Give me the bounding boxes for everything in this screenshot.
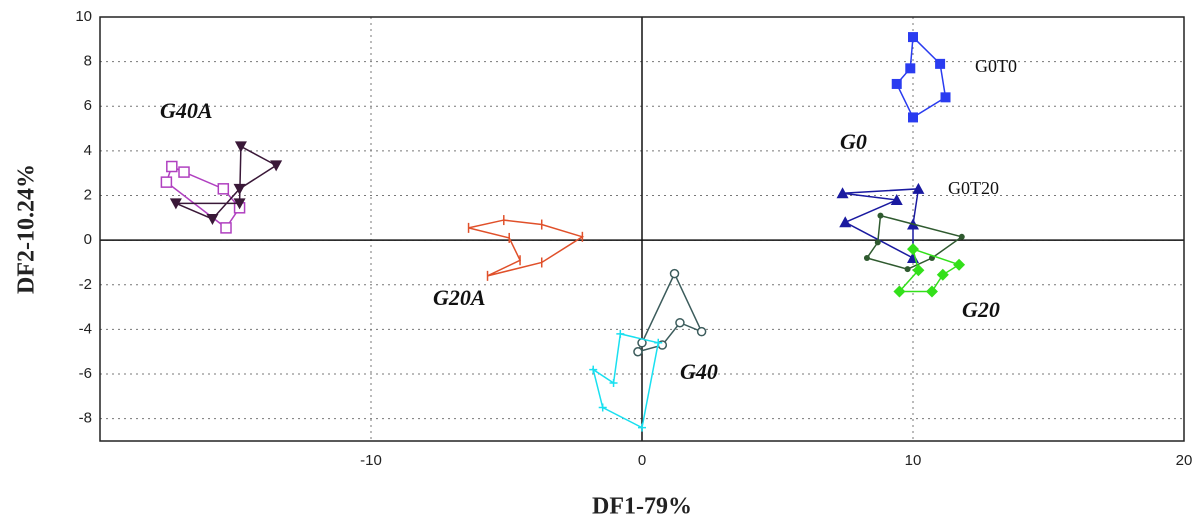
series-group [467, 215, 585, 281]
y-tick-label: -6 [79, 365, 92, 382]
x-tick-label: -10 [360, 452, 382, 469]
marker [904, 266, 911, 273]
y-tick-label: 8 [84, 53, 92, 70]
annotation: G20 [962, 297, 1000, 322]
y-tick-label: 6 [84, 97, 92, 114]
marker [940, 92, 951, 103]
marker [836, 187, 849, 199]
marker [907, 243, 919, 256]
annotation: G40 [680, 359, 718, 384]
series-outline [165, 165, 241, 229]
series-outline [468, 219, 585, 277]
y-tick-label: -8 [79, 410, 92, 427]
marker [890, 193, 903, 205]
marker [217, 183, 230, 195]
series-group [891, 32, 951, 123]
marker [936, 268, 949, 281]
marker [633, 346, 643, 357]
marker [169, 198, 182, 210]
marker [669, 268, 680, 279]
marker [908, 32, 918, 43]
marker [616, 329, 625, 338]
marker [877, 212, 884, 219]
marker [839, 216, 852, 228]
marker [234, 141, 247, 153]
marker [598, 403, 607, 412]
marker [958, 233, 965, 240]
marker [638, 423, 646, 432]
marker [589, 365, 598, 374]
x-tick-label: 10 [905, 452, 922, 469]
marker [609, 378, 618, 387]
x-tick-label: 0 [638, 452, 646, 469]
y-tick-label: 4 [84, 142, 92, 159]
annotation: G0T0 [975, 56, 1017, 76]
marker [654, 338, 663, 347]
series-group [589, 329, 663, 432]
annotation: G40A [160, 98, 213, 123]
series-group [169, 141, 283, 225]
marker [233, 183, 246, 195]
marker [270, 160, 283, 172]
y-tick-label: -4 [79, 320, 92, 337]
marker [891, 78, 902, 89]
series-outline [842, 188, 920, 260]
marker [675, 317, 685, 328]
marker [160, 176, 173, 188]
marker [912, 264, 925, 277]
marker [908, 112, 918, 123]
y-axis-title: DF2-10.24% [14, 164, 40, 294]
series-group [863, 212, 965, 273]
annotation: G0T20 [948, 178, 999, 198]
x-tick-label: 20 [1176, 452, 1193, 469]
annotation: G20A [433, 285, 486, 310]
y-tick-label: 10 [75, 8, 92, 25]
series-outline [592, 332, 660, 429]
plot-frame [99, 16, 1185, 442]
marker [166, 160, 178, 173]
marker [935, 58, 946, 69]
marker [893, 285, 906, 298]
y-tick-label: 0 [84, 231, 92, 248]
marker [905, 63, 916, 74]
series-group [893, 243, 966, 298]
marker [206, 213, 219, 225]
marker [874, 239, 881, 246]
series-outline [175, 145, 278, 220]
series-group [633, 268, 707, 357]
marker [233, 198, 246, 210]
marker [696, 326, 707, 337]
marker [953, 258, 966, 271]
marker [912, 182, 925, 194]
series-group [836, 182, 925, 264]
y-tick-label: 2 [84, 186, 92, 203]
series-outline [895, 35, 947, 119]
marker [925, 285, 938, 298]
marker [863, 255, 870, 262]
marker [178, 166, 190, 178]
x-axis-title: DF1-79% [592, 494, 692, 520]
annotation: G0 [840, 129, 867, 154]
y-tick-label: -2 [79, 276, 92, 293]
marker [220, 222, 232, 234]
